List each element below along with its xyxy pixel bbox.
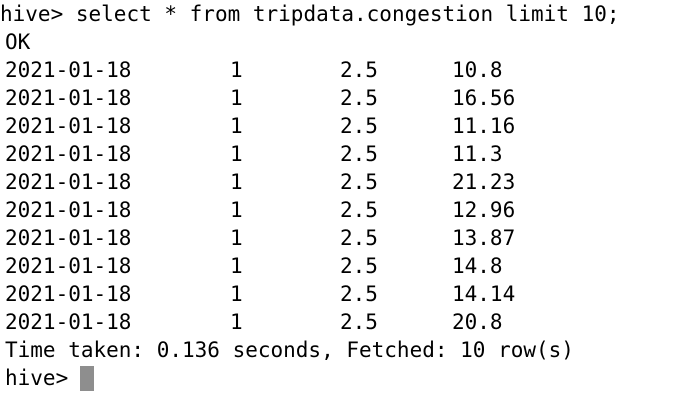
rate-cell: 2.5 xyxy=(340,254,378,278)
value-cell: 10.8 xyxy=(452,58,503,82)
value-cell: 16.56 xyxy=(452,86,516,110)
value-cell: 11.16 xyxy=(452,114,516,138)
value-cell: 20.8 xyxy=(452,310,503,334)
command-text: select * from tripdata.congestion limit … xyxy=(75,2,620,26)
result-row: 2021-01-18 1 2.5 20.8 xyxy=(0,308,692,336)
rate-cell: 2.5 xyxy=(340,142,378,166)
date-cell: 2021-01-18 xyxy=(5,86,132,110)
count-cell: 1 xyxy=(230,170,243,194)
result-row: 2021-01-18 1 2.5 14.14 xyxy=(0,280,692,308)
result-row: 2021-01-18 1 2.5 11.3 xyxy=(0,140,692,168)
input-prompt-line[interactable]: hive> xyxy=(0,364,692,392)
count-cell: 1 xyxy=(230,114,243,138)
result-row: 2021-01-18 1 2.5 10.8 xyxy=(0,56,692,84)
count-cell: 1 xyxy=(230,142,243,166)
count-cell: 1 xyxy=(230,198,243,222)
value-cell: 21.23 xyxy=(452,170,516,194)
rate-cell: 2.5 xyxy=(340,198,378,222)
rate-cell: 2.5 xyxy=(340,86,378,110)
status-line: OK xyxy=(5,30,31,54)
date-cell: 2021-01-18 xyxy=(5,114,132,138)
rate-cell: 2.5 xyxy=(340,114,378,138)
rate-cell: 2.5 xyxy=(340,58,378,82)
result-row: 2021-01-18 1 2.5 13.87 xyxy=(0,224,692,252)
date-cell: 2021-01-18 xyxy=(5,170,132,194)
date-cell: 2021-01-18 xyxy=(5,198,132,222)
count-cell: 1 xyxy=(230,310,243,334)
result-rows: 2021-01-18 1 2.5 10.8 2021-01-18 1 2.5 16.56 202… xyxy=(0,56,692,336)
result-row: 2021-01-18 1 2.5 21.23 xyxy=(0,168,692,196)
value-cell: 12.96 xyxy=(452,198,516,222)
text-cursor[interactable] xyxy=(80,365,95,391)
count-cell: 1 xyxy=(230,226,243,250)
rate-cell: 2.5 xyxy=(340,282,378,306)
result-row: 2021-01-18 1 2.5 11.16 xyxy=(0,112,692,140)
count-cell: 1 xyxy=(230,282,243,306)
count-cell: 1 xyxy=(230,58,243,82)
date-cell: 2021-01-18 xyxy=(5,142,132,166)
command-line: hive> select * from tripdata.congestion … xyxy=(0,0,692,28)
result-row: 2021-01-18 1 2.5 12.96 xyxy=(0,196,692,224)
date-cell: 2021-01-18 xyxy=(5,58,132,82)
value-cell: 11.3 xyxy=(452,142,503,166)
rate-cell: 2.5 xyxy=(340,226,378,250)
value-cell: 13.87 xyxy=(452,226,516,250)
result-row: 2021-01-18 1 2.5 16.56 xyxy=(0,84,692,112)
value-cell: 14.14 xyxy=(452,282,516,306)
count-cell: 1 xyxy=(230,254,243,278)
rate-cell: 2.5 xyxy=(340,170,378,194)
date-cell: 2021-01-18 xyxy=(5,254,132,278)
summary-line: Time taken: 0.136 seconds, Fetched: 10 r… xyxy=(5,338,574,362)
rate-cell: 2.5 xyxy=(340,310,378,334)
value-cell: 14.8 xyxy=(452,254,503,278)
date-cell: 2021-01-18 xyxy=(5,226,132,250)
count-cell: 1 xyxy=(230,86,243,110)
date-cell: 2021-01-18 xyxy=(5,282,132,306)
final-prompt: hive> xyxy=(5,366,69,390)
result-row: 2021-01-18 1 2.5 14.8 xyxy=(0,252,692,280)
command-prompt: hive> xyxy=(0,2,64,26)
date-cell: 2021-01-18 xyxy=(5,310,132,334)
